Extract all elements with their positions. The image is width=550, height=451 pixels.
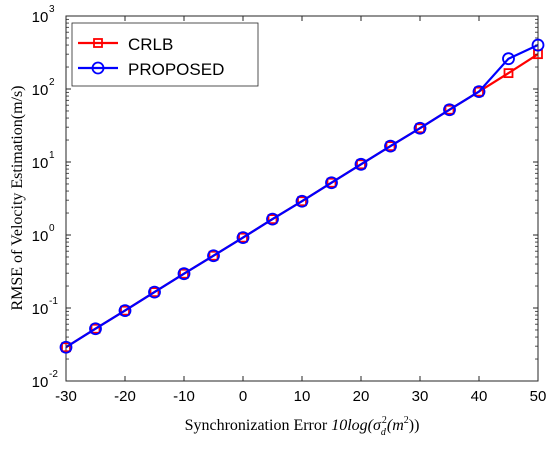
point-proposed-5 (207, 249, 220, 263)
point-crlb-15 (503, 68, 514, 79)
x-axis-label-sup2: 2 (404, 415, 409, 426)
y-tick-exponent-0: -2 (49, 369, 58, 380)
x-axis-label-sub: d (381, 427, 387, 438)
point-proposed-3 (148, 285, 161, 299)
x-tick-label-1: -20 (114, 388, 136, 405)
point-proposed-10 (354, 157, 368, 171)
x-tick-label-3: 0 (239, 388, 247, 405)
point-crlb-2 (120, 305, 130, 316)
point-crlb-12 (415, 123, 425, 134)
x-tick-label-6: 30 (412, 388, 429, 405)
legend-marker-proposed (91, 61, 105, 75)
point-proposed-13 (443, 103, 456, 117)
y-tick-exponent-5: 3 (49, 4, 55, 15)
point-crlb-0 (61, 342, 71, 353)
point-proposed-8 (295, 194, 309, 208)
point-proposed-9 (325, 176, 338, 190)
point-proposed-16 (531, 38, 545, 52)
point-crlb-1 (90, 323, 101, 334)
point-crlb-14 (474, 86, 484, 97)
x-axis-label-rest: (m (387, 417, 404, 434)
point-proposed-7 (266, 212, 279, 226)
legend-box (71, 22, 259, 87)
series-layer (59, 38, 545, 354)
y-tick-exponent-4: 2 (49, 77, 55, 88)
y-tick-exponent-2: 0 (49, 223, 55, 234)
x-tick-label-8: 50 (530, 388, 547, 405)
x-tick-label-0: -30 (55, 388, 77, 405)
y-tick-label-5: 10 (32, 9, 49, 26)
y-tick-label-3: 10 (32, 155, 49, 172)
x-axis-label: Synchronization Error 10log(σ2 d(m2)) (185, 415, 420, 438)
point-crlb-11 (385, 141, 396, 152)
point-crlb-6 (238, 232, 248, 243)
y-axis-label: RMSE of Velocity Estimation(m/s) (9, 85, 26, 310)
point-proposed-12 (413, 121, 427, 135)
point-crlb-4 (179, 268, 189, 279)
x-tick-label-7: 40 (471, 388, 488, 405)
point-crlb-5 (208, 250, 219, 261)
point-proposed-11 (384, 139, 397, 153)
x-axis-label-func: 10log( (331, 417, 374, 434)
y-tick-label-4: 10 (32, 82, 49, 99)
series-line-proposed (65, 44, 539, 349)
y-tick-exponent-1: -1 (49, 296, 58, 307)
x-tick-label-4: 10 (294, 388, 311, 405)
point-proposed-2 (118, 304, 132, 318)
point-crlb-13 (444, 104, 455, 115)
legend-marker-crlb (93, 38, 103, 48)
x-axis-label-sigma: σ (373, 417, 382, 434)
point-proposed-0 (59, 340, 73, 354)
y-tick-label-1: 10 (32, 301, 49, 318)
x-tick-label-5: 20 (353, 388, 370, 405)
legend-label-proposed: PROPOSED (128, 60, 224, 79)
point-proposed-6 (236, 231, 250, 245)
point-proposed-15 (502, 52, 515, 66)
point-crlb-3 (149, 287, 160, 298)
y-tick-label-0: 10 (32, 374, 49, 391)
point-crlb-9 (326, 177, 337, 188)
legend: CRLB PROPOSED (71, 22, 259, 87)
y-tick-label-2: 10 (32, 228, 49, 245)
legend-label-crlb: CRLB (128, 35, 173, 54)
point-proposed-1 (89, 322, 102, 336)
x-tick-label-2: -10 (173, 388, 195, 405)
y-tick-exponent-3: 1 (49, 150, 55, 161)
x-axis-label-sup: 2 (382, 415, 387, 426)
point-crlb-10 (356, 159, 366, 170)
point-proposed-14 (472, 85, 486, 99)
point-proposed-4 (177, 267, 191, 281)
x-axis-label-close: )) (409, 417, 420, 434)
point-crlb-7 (267, 214, 278, 225)
point-crlb-8 (297, 196, 307, 207)
x-axis-label-prefix: Synchronization Error (185, 417, 332, 434)
